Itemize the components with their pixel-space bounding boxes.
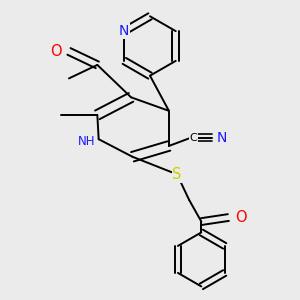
Text: O: O	[51, 44, 62, 59]
Text: N: N	[119, 24, 130, 38]
Text: C: C	[189, 133, 197, 143]
Text: O: O	[235, 210, 247, 225]
Text: N: N	[216, 131, 226, 145]
Text: S: S	[172, 167, 182, 182]
Text: NH: NH	[78, 135, 95, 148]
